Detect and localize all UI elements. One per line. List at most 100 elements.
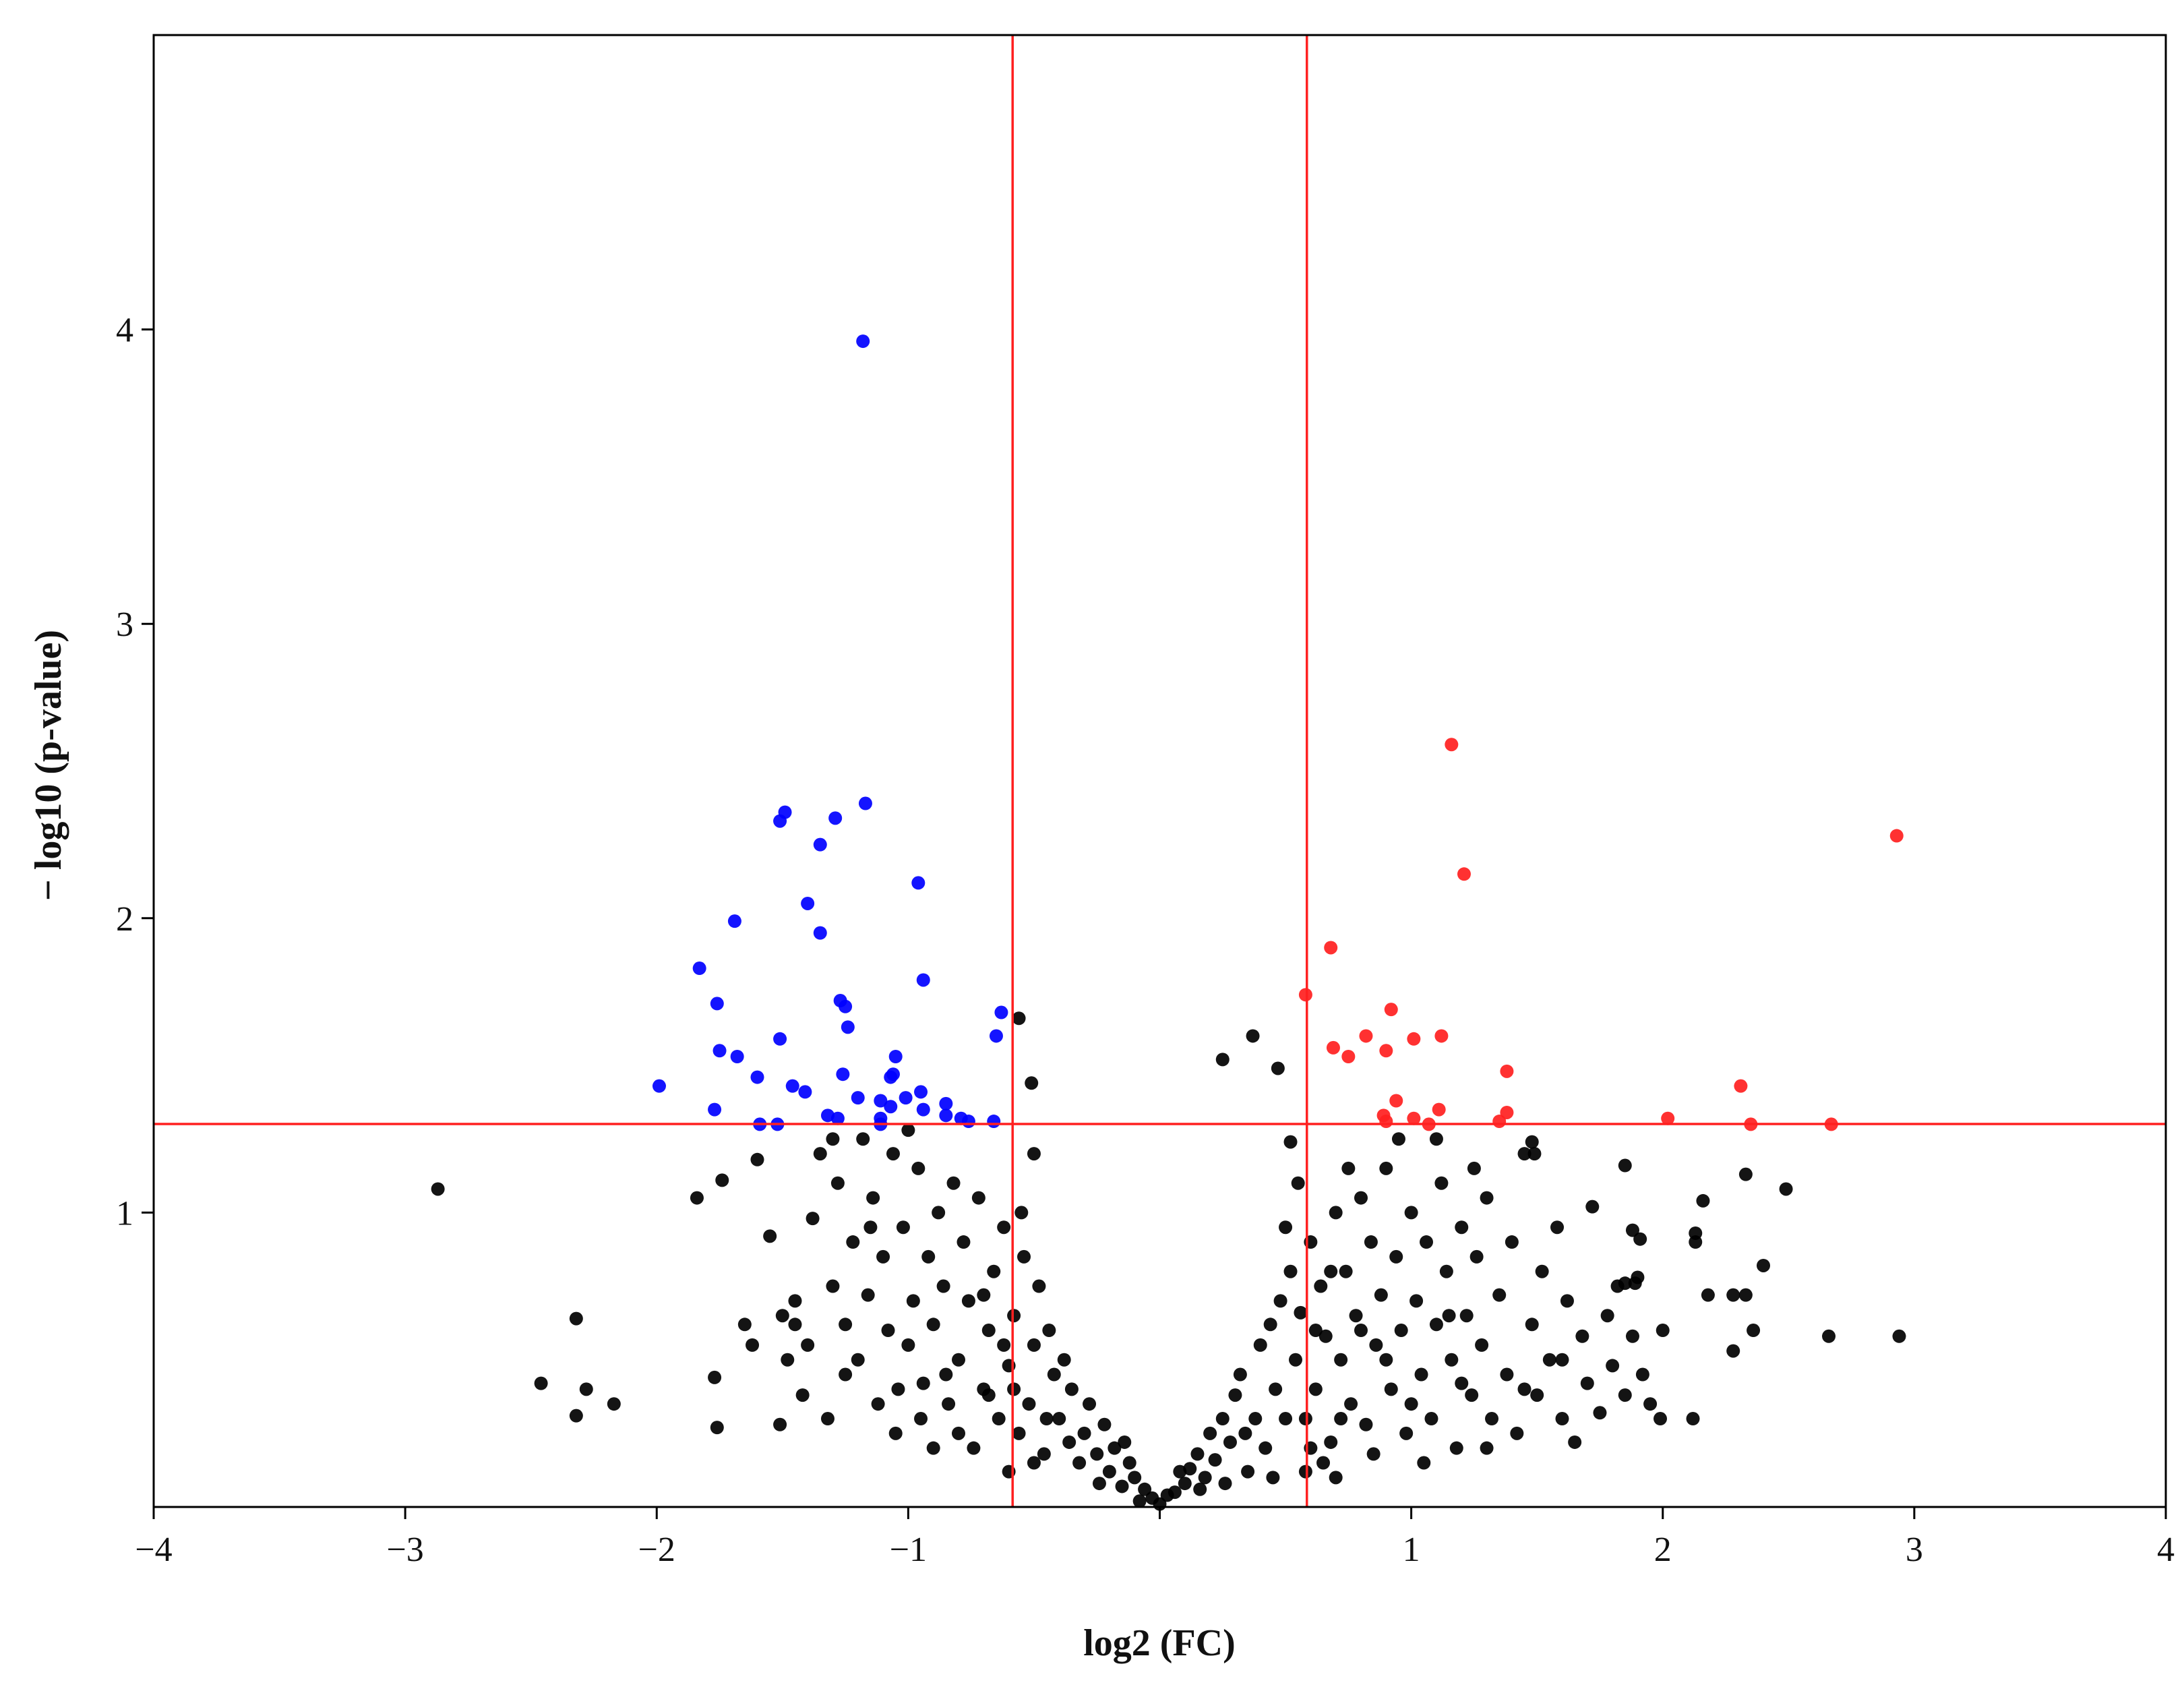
data-point: [1618, 1158, 1632, 1173]
data-point: [1007, 1382, 1021, 1396]
data-point: [1404, 1397, 1418, 1411]
data-point: [1379, 1161, 1393, 1175]
data-point: [926, 1441, 940, 1455]
data-point: [1042, 1324, 1056, 1338]
data-point: [1366, 1447, 1381, 1461]
data-point: [946, 1176, 961, 1190]
data-point: [1455, 1220, 1469, 1235]
x-axis-label: log2 (FC): [1083, 1622, 1236, 1664]
data-point: [942, 1397, 956, 1411]
data-point: [952, 1426, 965, 1440]
data-point: [1215, 1412, 1230, 1426]
data-point: [737, 1318, 752, 1332]
data-point: [1442, 1309, 1456, 1323]
data-point: [1090, 1447, 1104, 1461]
data-point: [1298, 988, 1312, 1002]
data-point: [1600, 1309, 1614, 1323]
data-point: [1108, 1441, 1122, 1455]
data-point: [1266, 1471, 1280, 1485]
data-point: [830, 1176, 845, 1190]
data-point: [1404, 1206, 1418, 1220]
data-point: [1271, 1061, 1285, 1075]
data-point: [1083, 1397, 1097, 1411]
data-point: [961, 1115, 975, 1129]
data-point: [763, 1229, 777, 1243]
data-point: [1369, 1338, 1383, 1352]
data-point: [906, 1294, 920, 1308]
data-point: [1354, 1191, 1368, 1205]
data-point: [652, 1079, 666, 1093]
data-point: [932, 1206, 946, 1220]
data-point: [967, 1441, 981, 1455]
data-point: [1178, 1477, 1192, 1491]
data-point: [1215, 1053, 1230, 1067]
data-point: [1329, 1206, 1343, 1220]
data-point: [1517, 1382, 1531, 1396]
data-point: [901, 1123, 915, 1137]
data-point: [1726, 1344, 1740, 1358]
data-point: [994, 1005, 1008, 1019]
data-point: [1258, 1441, 1273, 1455]
data-point: [1445, 1353, 1459, 1367]
data-point: [901, 1338, 915, 1352]
data-point: [813, 1147, 827, 1161]
data-point: [1344, 1397, 1358, 1411]
data-point: [1399, 1426, 1414, 1440]
data-point: [1324, 1435, 1338, 1449]
data-point: [1459, 1309, 1474, 1323]
x-tick-label: −3: [386, 1531, 423, 1569]
data-point: [861, 1288, 875, 1302]
data-point: [997, 1338, 1011, 1352]
data-point: [971, 1191, 985, 1205]
data-point: [1273, 1294, 1287, 1308]
data-point: [888, 1050, 903, 1064]
data-point: [921, 1249, 936, 1264]
data-point: [1610, 1279, 1625, 1293]
data-point: [1432, 1102, 1446, 1117]
threshold-lines: [154, 35, 2166, 1507]
plot-frame: [152, 34, 2167, 1508]
data-point: [1298, 1464, 1312, 1479]
y-tick-label: 4: [116, 312, 133, 350]
data-point: [1407, 1111, 1421, 1125]
data-point: [1492, 1115, 1507, 1129]
data-point: [1500, 1064, 1514, 1078]
data-point: [1757, 1258, 1770, 1272]
data-point: [750, 1152, 764, 1166]
data-point: [1779, 1182, 1793, 1196]
data-point: [841, 1020, 855, 1034]
data-point: [987, 1115, 1001, 1129]
data-point: [846, 1235, 860, 1249]
data-point: [1635, 1367, 1649, 1382]
data-point: [1324, 941, 1338, 955]
data-point: [826, 1279, 840, 1293]
data-point: [1052, 1412, 1066, 1426]
data-point: [1585, 1200, 1600, 1214]
data-point: [1097, 1417, 1112, 1431]
x-tick-label: −1: [890, 1531, 927, 1569]
data-point: [1193, 1482, 1207, 1496]
y-tick-label: 3: [116, 605, 133, 644]
data-point: [781, 1353, 795, 1367]
data-point: [715, 1173, 729, 1187]
data-point: [1389, 1094, 1403, 1108]
data-point: [981, 1388, 996, 1402]
data-point: [1701, 1288, 1715, 1302]
data-point: [1288, 1353, 1302, 1367]
data-point: [1686, 1412, 1700, 1426]
data-point: [1118, 1435, 1132, 1449]
data-point: [911, 1161, 926, 1175]
data-point: [1132, 1494, 1147, 1508]
data-point: [884, 1070, 898, 1084]
data-point: [813, 926, 827, 940]
data-point: [939, 1096, 953, 1111]
data-point: [1747, 1324, 1761, 1338]
data-point: [899, 1091, 913, 1105]
data-point: [888, 1426, 903, 1440]
data-point: [1308, 1324, 1323, 1338]
data-point: [750, 1070, 764, 1084]
x-tick-label: 1: [1403, 1531, 1420, 1569]
data-point: [534, 1376, 548, 1390]
data-point: [1434, 1176, 1449, 1190]
